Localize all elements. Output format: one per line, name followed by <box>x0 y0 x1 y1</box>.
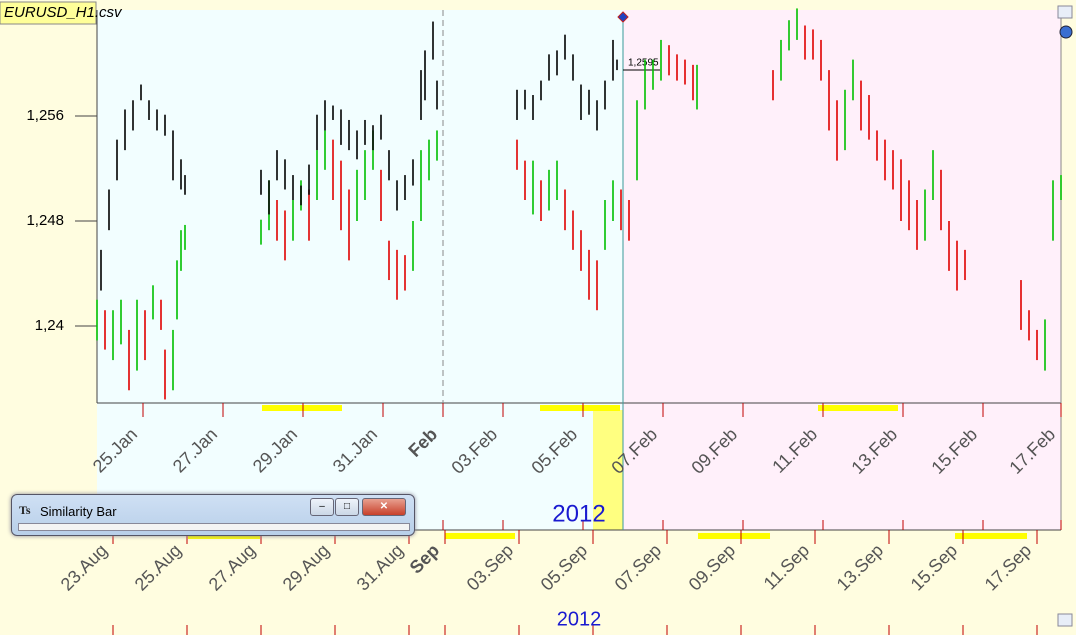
x-tick-label: 23.Aug <box>57 540 111 594</box>
year-label: 2012 <box>557 608 602 630</box>
progress-bar <box>18 523 410 531</box>
y-tick-label: 1,256 <box>26 107 64 124</box>
x-tick-label: 03.Sep <box>463 540 517 594</box>
file-box <box>0 1 97 25</box>
x-tick-label: 29.Aug <box>279 540 333 594</box>
highlight <box>262 405 342 411</box>
window-title: Similarity Bar <box>40 504 117 519</box>
highlight <box>818 405 898 411</box>
x-tick-label: 15.Sep <box>907 540 961 594</box>
highlight <box>445 533 515 539</box>
highlight <box>698 533 770 539</box>
upper-axis-band-right <box>623 403 1061 530</box>
highlight <box>188 533 260 539</box>
maximize-button[interactable]: □ <box>335 498 359 516</box>
x-tick-label: 11.Sep <box>760 540 814 594</box>
x-tick-label: 25.Aug <box>131 540 185 594</box>
y-tick-label: 1,248 <box>26 212 64 229</box>
forecast-area <box>623 10 1061 403</box>
year-label: 2012 <box>552 500 605 527</box>
scroll-up[interactable] <box>1057 5 1073 19</box>
y-tick-label: 1,24 <box>35 317 64 334</box>
x-tick-label: Sep <box>406 540 443 577</box>
scroll-down[interactable] <box>1057 613 1073 627</box>
highlight <box>540 405 620 411</box>
price-label: 1,2595 <box>628 58 659 69</box>
current-bar-marker <box>617 11 629 23</box>
pattern-area <box>97 10 623 403</box>
x-tick-label: 31.Aug <box>353 540 407 594</box>
highlight <box>593 410 623 530</box>
x-tick-label: 17.Sep <box>981 540 1035 594</box>
similarity-window[interactable]: Ts Similarity Bar – □ ✕ <box>11 494 415 536</box>
window-icon: Ts <box>19 503 31 517</box>
x-tick-label: 07.Sep <box>611 540 665 594</box>
globe-icon[interactable] <box>1059 25 1073 39</box>
file-name: EURUSD_H1.csv <box>4 4 123 21</box>
close-button[interactable]: ✕ <box>362 498 406 516</box>
x-tick-label: 13.Sep <box>833 540 887 594</box>
minimize-button[interactable]: – <box>310 498 334 516</box>
x-tick-label: 09.Sep <box>685 540 739 594</box>
x-tick-label: 05.Sep <box>537 540 591 594</box>
x-tick-label: 27.Aug <box>205 540 259 594</box>
highlight <box>955 533 1027 539</box>
